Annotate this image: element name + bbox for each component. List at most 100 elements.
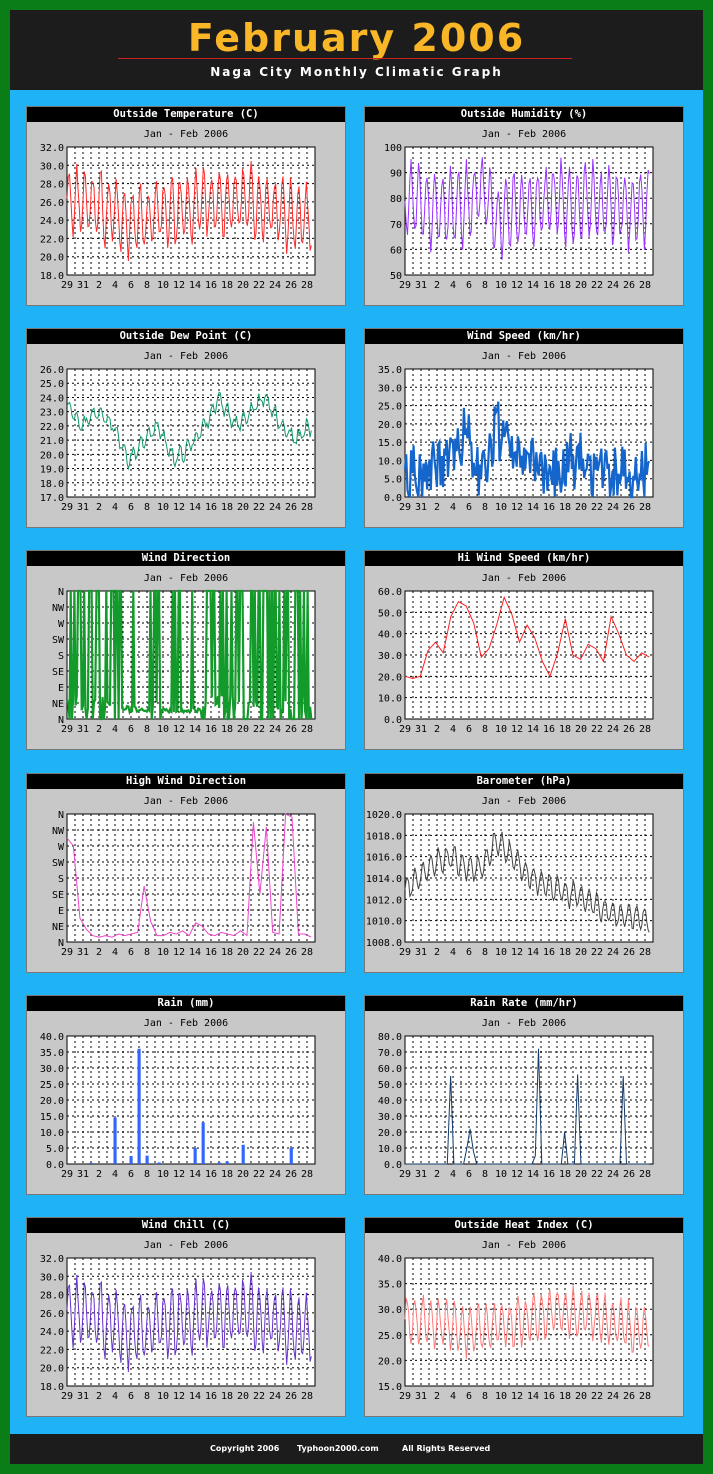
y-tick-label: 30.0 bbox=[378, 1112, 402, 1123]
x-tick-label: 12 bbox=[173, 724, 185, 735]
y-tick-label: NE bbox=[52, 699, 64, 710]
x-tick-label: 24 bbox=[607, 724, 619, 735]
x-tick-label: 12 bbox=[173, 1391, 185, 1402]
y-tick-label: 20.0 bbox=[378, 420, 402, 431]
y-tick-label: 26.0 bbox=[40, 365, 64, 376]
x-tick-label: 16 bbox=[205, 947, 217, 958]
x-tick-label: 22 bbox=[591, 502, 603, 513]
x-tick-label: 14 bbox=[527, 502, 539, 513]
y-tick-label: 1020.0 bbox=[366, 810, 402, 821]
y-tick-label: 10.0 bbox=[40, 1128, 64, 1139]
x-tick-label: 6 bbox=[128, 1169, 134, 1180]
bar bbox=[157, 1162, 161, 1164]
bar bbox=[145, 1155, 149, 1164]
y-tick-label: 5.0 bbox=[384, 475, 402, 486]
x-tick-label: 8 bbox=[482, 724, 488, 735]
x-tick-label: 12 bbox=[173, 502, 185, 513]
x-tick-label: 12 bbox=[511, 724, 523, 735]
footer-site-link[interactable]: Typhoon2000.com bbox=[297, 1444, 379, 1453]
y-tick-label: E bbox=[58, 906, 64, 917]
x-tick-label: 14 bbox=[527, 1169, 539, 1180]
chart-title: Rain Rate (mm/hr) bbox=[365, 996, 683, 1011]
x-tick-label: 10 bbox=[495, 502, 507, 513]
x-tick-label: 22 bbox=[253, 280, 265, 291]
y-tick-label: 90 bbox=[390, 169, 402, 180]
x-tick-label: 14 bbox=[527, 724, 539, 735]
y-tick-label: 24.0 bbox=[40, 216, 64, 227]
x-tick-label: 12 bbox=[511, 1391, 523, 1402]
series-line bbox=[66, 1271, 312, 1373]
x-tick-label: 8 bbox=[482, 502, 488, 513]
x-tick-label: 12 bbox=[511, 502, 523, 513]
y-tick-label: 18.0 bbox=[40, 1382, 64, 1393]
y-tick-label: S bbox=[58, 651, 64, 662]
chart-panel-temp: Outside Temperature (C) Jan - Feb 2006 32.… bbox=[26, 106, 346, 306]
x-tick-label: 31 bbox=[77, 280, 89, 291]
y-tick-label: SE bbox=[52, 667, 64, 678]
x-tick-label: 24 bbox=[607, 1391, 619, 1402]
y-tick-label: 25.0 bbox=[40, 379, 64, 390]
chart-subtitle: Jan - Feb 2006 bbox=[144, 351, 228, 362]
x-tick-label: 26 bbox=[285, 1391, 297, 1402]
x-tick-label: 6 bbox=[466, 724, 472, 735]
x-tick-label: 31 bbox=[415, 724, 427, 735]
y-tick-label: 25.0 bbox=[378, 402, 402, 413]
x-tick-label: 10 bbox=[157, 502, 169, 513]
footer: Copyright 2006 Typhoon2000.com All Right… bbox=[10, 1434, 703, 1464]
x-tick-label: 16 bbox=[205, 280, 217, 291]
bar bbox=[89, 1162, 93, 1164]
x-tick-label: 28 bbox=[639, 1169, 651, 1180]
x-tick-label: 16 bbox=[205, 1169, 217, 1180]
y-tick-label: 60.0 bbox=[378, 587, 402, 598]
series-line bbox=[405, 1048, 650, 1165]
x-tick-label: 16 bbox=[205, 1391, 217, 1402]
x-tick-label: 2 bbox=[96, 502, 102, 513]
x-tick-label: 16 bbox=[543, 1169, 555, 1180]
x-tick-label: 8 bbox=[144, 1391, 150, 1402]
chart-panel-heat: Outside Heat Index (C) Jan - Feb 2006 40.0… bbox=[364, 1217, 684, 1417]
x-tick-label: 29 bbox=[61, 502, 73, 513]
x-tick-label: 24 bbox=[607, 502, 619, 513]
chart-subtitle: Jan - Feb 2006 bbox=[482, 351, 566, 362]
y-tick-label: 5.0 bbox=[46, 1144, 64, 1155]
plot-area bbox=[405, 147, 653, 275]
x-tick-label: 10 bbox=[495, 947, 507, 958]
x-tick-label: 4 bbox=[450, 1391, 456, 1402]
x-tick-label: 14 bbox=[189, 1169, 201, 1180]
chart-subtitle: Jan - Feb 2006 bbox=[144, 1240, 228, 1251]
x-tick-label: 4 bbox=[112, 502, 118, 513]
chart-subtitle: Jan - Feb 2006 bbox=[144, 129, 228, 140]
x-tick-label: 22 bbox=[253, 724, 265, 735]
chart-svg-chill: Jan - Feb 2006 32.0 30.0 28.0 26.0 24.0 22.0 20… bbox=[40, 1240, 316, 1402]
x-tick-label: 28 bbox=[639, 724, 651, 735]
y-tick-label: 60.0 bbox=[378, 1064, 402, 1075]
x-tick-label: 2 bbox=[434, 947, 440, 958]
page-frame: February 2006 Naga City Monthly Climatic… bbox=[10, 10, 703, 1464]
title-divider bbox=[118, 58, 572, 59]
x-tick-label: 26 bbox=[623, 1391, 635, 1402]
x-tick-label: 26 bbox=[623, 1169, 635, 1180]
chart-svg-baro: Jan - Feb 2006 1020.0 1018.0 1016.0 1014.0 10… bbox=[366, 796, 654, 958]
x-tick-label: 22 bbox=[591, 1169, 603, 1180]
x-tick-label: 20 bbox=[237, 1169, 249, 1180]
chart-svg-heat: Jan - Feb 2006 40.0 35.0 30.0 25.0 20.0 15.029… bbox=[378, 1240, 654, 1402]
x-tick-label: 4 bbox=[112, 1391, 118, 1402]
x-tick-label: 4 bbox=[450, 947, 456, 958]
x-tick-label: 31 bbox=[77, 1391, 89, 1402]
x-tick-label: 20 bbox=[575, 1169, 587, 1180]
plot-frame bbox=[66, 590, 316, 720]
chart-svg-temp: Jan - Feb 2006 32.0 30.0 28.0 26.0 24.0 22.0 20… bbox=[40, 129, 316, 291]
x-tick-label: 24 bbox=[607, 280, 619, 291]
x-tick-label: 10 bbox=[157, 724, 169, 735]
y-tick-label: 15.0 bbox=[40, 1112, 64, 1123]
y-tick-label: NE bbox=[52, 922, 64, 933]
x-tick-label: 29 bbox=[399, 724, 411, 735]
x-tick-label: 24 bbox=[269, 280, 281, 291]
y-tick-label: 30.0 bbox=[40, 161, 64, 172]
y-tick-label: 1012.0 bbox=[366, 895, 402, 906]
chart-title: Outside Heat Index (C) bbox=[365, 1218, 683, 1233]
x-tick-label: 10 bbox=[495, 280, 507, 291]
x-tick-label: 18 bbox=[559, 502, 571, 513]
x-tick-label: 8 bbox=[482, 280, 488, 291]
